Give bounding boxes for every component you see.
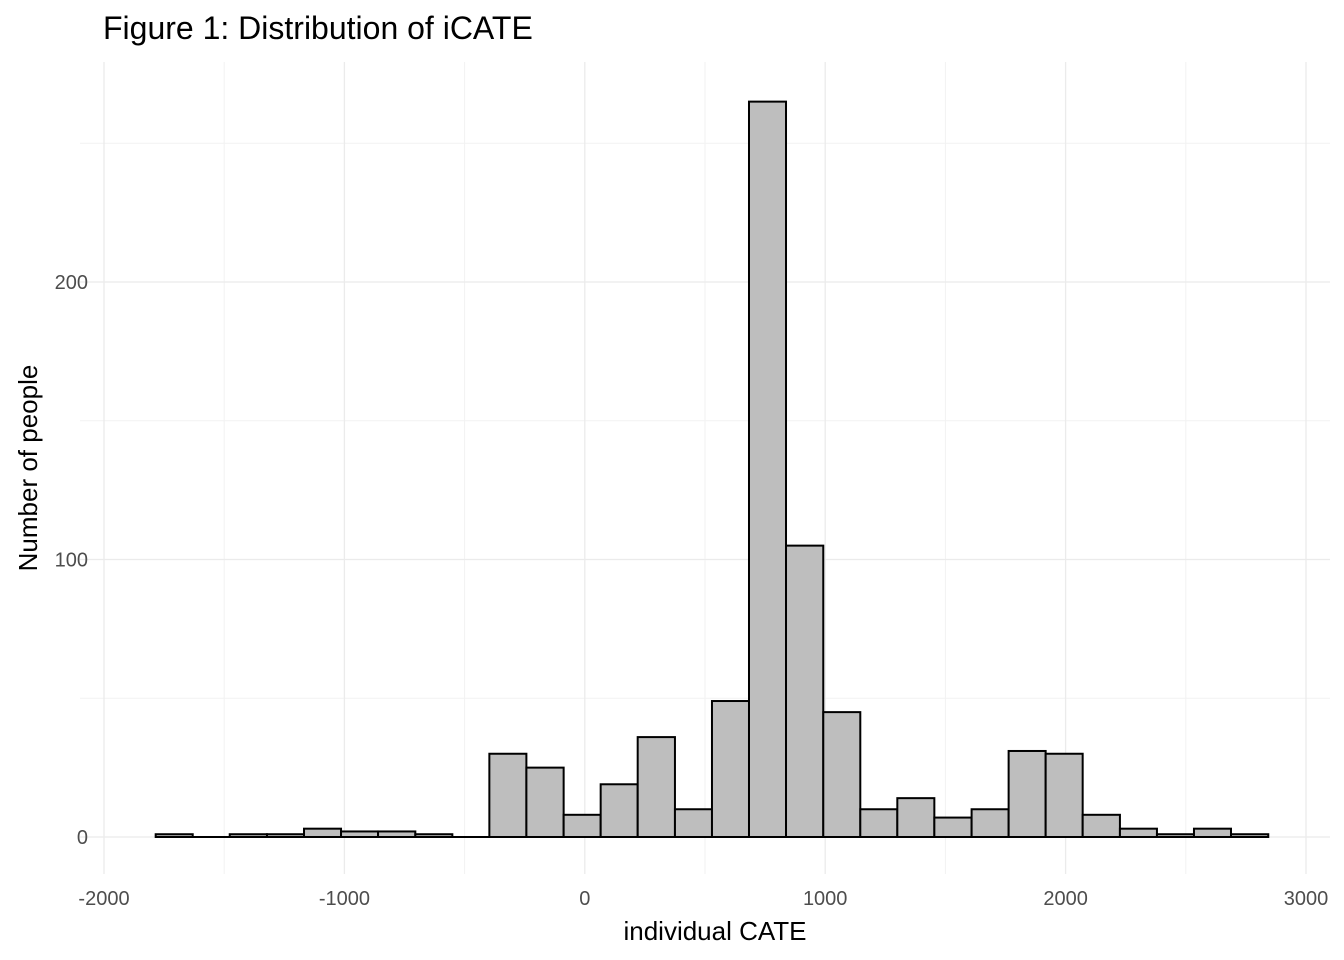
histogram-bar bbox=[859, 808, 899, 838]
histogram-bar bbox=[785, 544, 825, 838]
y-tick-label: 200 bbox=[55, 272, 88, 294]
x-tick-label: 1000 bbox=[803, 888, 848, 910]
grid-layer bbox=[80, 62, 1330, 874]
histogram-bar bbox=[1155, 833, 1195, 838]
histogram-bar bbox=[340, 830, 380, 839]
histogram-bar bbox=[265, 833, 306, 838]
histogram-bar bbox=[747, 100, 788, 838]
tick-label-layer: -2000 -1000 0 1000 2000 3000 0 100 200 bbox=[55, 272, 1329, 910]
histogram-bar bbox=[1192, 827, 1232, 838]
histogram-bar bbox=[673, 808, 713, 838]
histogram-bar bbox=[710, 700, 750, 839]
histogram-bar bbox=[970, 808, 1010, 838]
histogram-bar bbox=[1007, 749, 1047, 838]
histogram-bar bbox=[525, 766, 565, 838]
histogram-bar bbox=[154, 833, 194, 838]
chart-title: Figure 1: Distribution of iCATE bbox=[103, 10, 533, 46]
histogram-bar bbox=[1118, 827, 1158, 838]
histogram-bar bbox=[1081, 813, 1121, 838]
x-tick-label: 3000 bbox=[1284, 888, 1329, 910]
histogram-bar bbox=[562, 813, 602, 838]
histogram-bar bbox=[822, 711, 862, 838]
histogram-bar bbox=[488, 752, 528, 838]
histogram-bar bbox=[377, 830, 417, 839]
bar-layer bbox=[154, 100, 1270, 839]
histogram-bar bbox=[933, 816, 973, 839]
x-tick-label: -1000 bbox=[319, 888, 370, 910]
histogram-bar bbox=[599, 783, 639, 839]
y-tick-label: 100 bbox=[55, 550, 88, 572]
y-axis-title: Number of people bbox=[13, 365, 43, 572]
histogram-bar bbox=[1044, 752, 1084, 838]
histogram-bar bbox=[896, 797, 936, 839]
histogram-bar bbox=[1229, 833, 1270, 838]
x-axis-title: individual CATE bbox=[623, 916, 806, 946]
histogram-bar bbox=[228, 833, 268, 838]
y-tick-label: 0 bbox=[77, 827, 88, 849]
histogram-bar bbox=[636, 736, 676, 838]
histogram-bar bbox=[303, 827, 343, 838]
x-tick-label: 0 bbox=[579, 888, 590, 910]
x-tick-label: -2000 bbox=[78, 888, 129, 910]
x-tick-label: 2000 bbox=[1043, 888, 1088, 910]
histogram-bar bbox=[414, 833, 454, 838]
